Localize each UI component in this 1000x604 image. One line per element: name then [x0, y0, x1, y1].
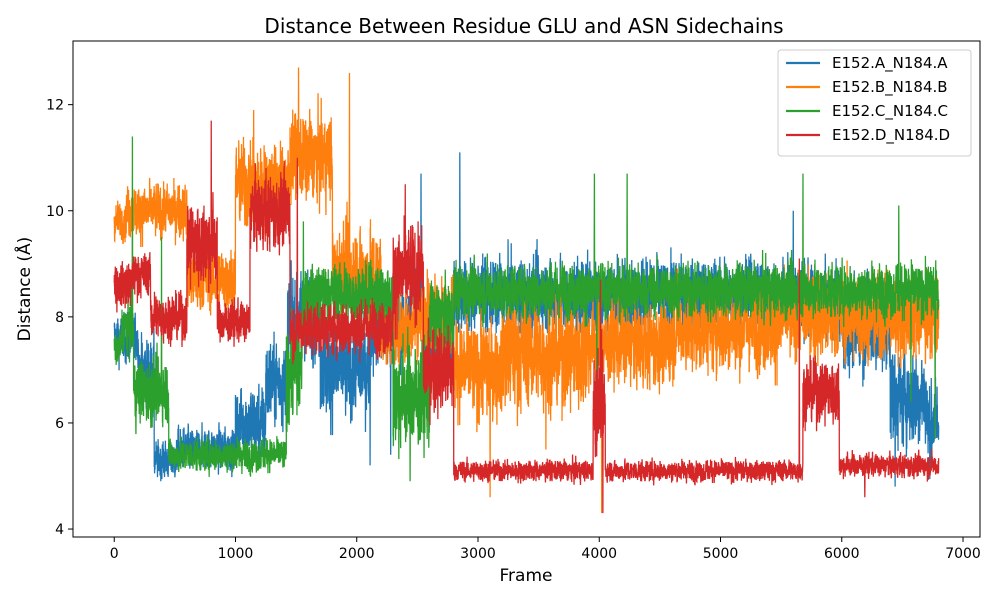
x-tick-label: 4000 [581, 546, 617, 562]
axes-frame [72, 40, 981, 538]
y-tick-label: 12 [46, 98, 64, 114]
x-tick-label: 0 [110, 546, 119, 562]
legend-label: E152.A_N184.A [832, 54, 948, 73]
legend: E152.A_N184.A E152.B_N184.B E152.C_N184.C E… [777, 49, 972, 157]
chart-title: Distance Between Residue GLU and ASN Sid… [264, 14, 783, 38]
x-axis-label: Frame [500, 566, 553, 586]
legend-box [777, 49, 972, 157]
y-tick-label: 4 [55, 522, 64, 538]
x-tick-label: 3000 [460, 546, 496, 562]
x-tick-label: 1000 [218, 546, 254, 562]
y-tick-label: 8 [55, 310, 64, 326]
axis-ticks: 0 1000 2000 3000 4000 5000 6000 7000 4 6 8 10 12 [46, 98, 981, 562]
series-line-4 [113, 120, 940, 514]
legend-label: E152.D_N184.D [832, 126, 950, 145]
y-tick-label: 10 [46, 204, 64, 220]
x-tick-label: 5000 [703, 546, 739, 562]
y-tick-label: 6 [55, 416, 64, 432]
series-line-3 [113, 136, 940, 482]
x-tick-label: 6000 [824, 546, 860, 562]
y-axis-label: Distance (Å) [13, 237, 35, 342]
x-tick-label: 2000 [339, 546, 375, 562]
legend-label: E152.C_N184.C [832, 102, 948, 121]
x-tick-label: 7000 [945, 546, 981, 562]
legend-label: E152.B_N184.B [832, 78, 948, 97]
plot-area [113, 67, 940, 514]
